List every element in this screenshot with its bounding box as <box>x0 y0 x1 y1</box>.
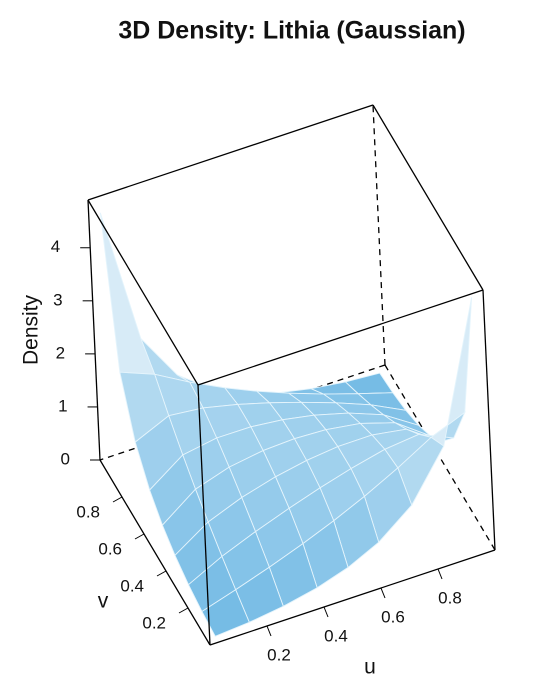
y-tick <box>156 570 167 577</box>
chart-title: 3D Density: Lithia (Gaussian) <box>118 17 465 45</box>
box-edge <box>482 289 496 551</box>
y-tick <box>134 533 145 540</box>
box-edge-hidden <box>384 364 496 551</box>
y-tick <box>112 496 123 503</box>
box-edge <box>209 549 496 646</box>
box-edge <box>197 384 211 646</box>
y-tick-label: 0.4 <box>120 576 144 595</box>
surface-cell <box>201 589 250 637</box>
y-axis-label: v <box>98 590 109 613</box>
y-tick-label: 0.8 <box>76 502 100 521</box>
box-edge <box>197 289 484 386</box>
x-tick-label: 0.8 <box>438 588 462 607</box>
x-tick <box>437 568 443 580</box>
x-tick-label: 0.4 <box>324 626 348 645</box>
x-tick-label: 0.2 <box>267 645 291 664</box>
box-edge <box>87 199 199 386</box>
y-tick-label: 0.2 <box>142 613 166 632</box>
z-tick-label: 4 <box>51 237 60 256</box>
box-edge <box>99 459 211 646</box>
x-tick <box>266 625 272 637</box>
box-edge <box>87 199 101 461</box>
x-axis-label: u <box>364 656 376 679</box>
y-tick-label: 0.6 <box>98 539 122 558</box>
z-tick-label: 1 <box>58 396 67 415</box>
z-tick-label: 2 <box>56 343 65 362</box>
z-tick-label: 3 <box>53 290 62 309</box>
x-tick <box>380 587 386 599</box>
z-tick-label: 0 <box>61 449 70 468</box>
box-edge <box>87 104 374 201</box>
box-edge <box>372 104 484 291</box>
y-tick <box>178 607 189 614</box>
x-tick <box>323 606 329 618</box>
x-tick-label: 0.6 <box>381 607 405 626</box>
z-axis-label: Density <box>20 294 43 365</box>
